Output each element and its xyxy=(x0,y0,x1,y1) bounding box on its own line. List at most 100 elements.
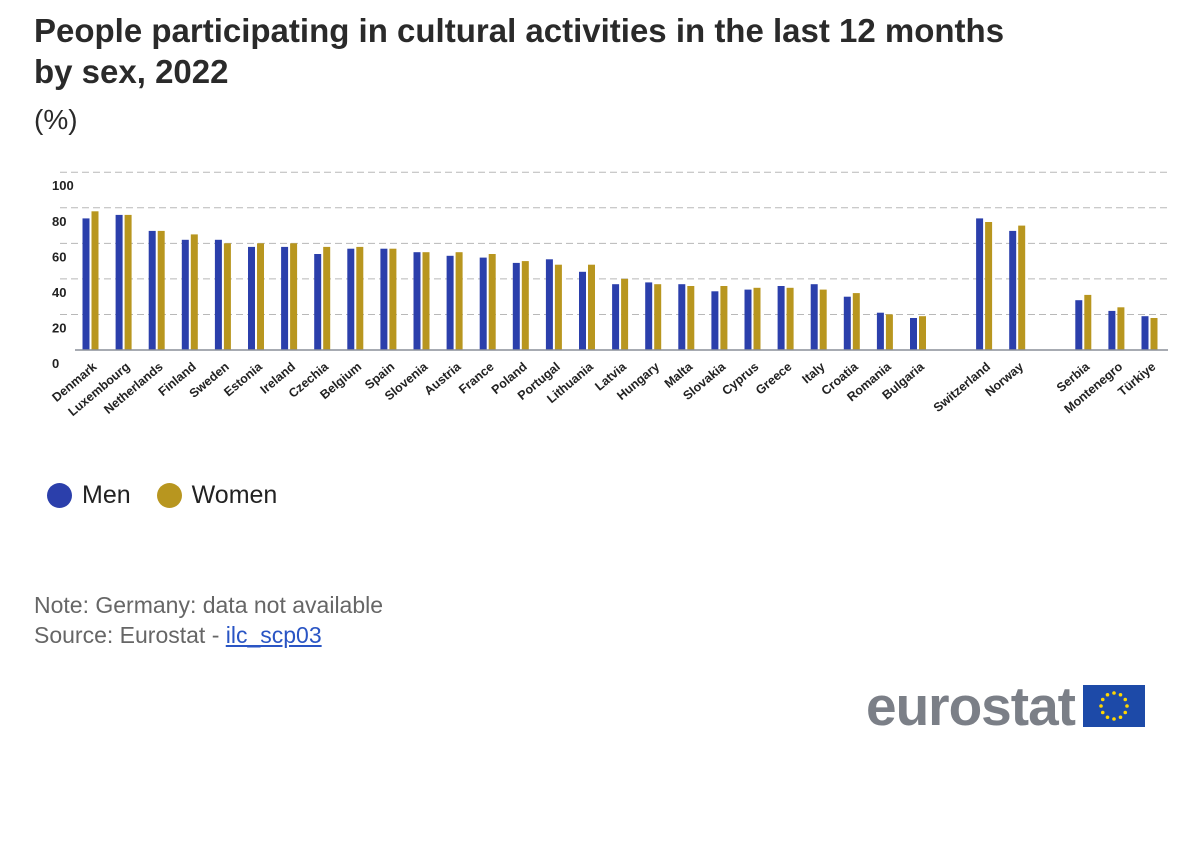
bar-men xyxy=(148,230,156,350)
bar-men xyxy=(446,255,454,350)
bar-men xyxy=(512,262,520,350)
bar-men xyxy=(1075,300,1083,350)
bar-women xyxy=(488,254,496,350)
bar-men xyxy=(214,239,222,350)
eu-star-icon xyxy=(1112,717,1116,721)
x-tick-label: Cyprus xyxy=(719,360,761,398)
bar-women xyxy=(985,222,993,350)
bar-men xyxy=(479,257,487,350)
bar-women xyxy=(1084,294,1092,350)
y-axis-ticks: 0 20 40 60 80 100 xyxy=(52,178,74,371)
bar-men xyxy=(843,296,851,350)
source-dataset-link[interactable]: ilc_scp03 xyxy=(225,622,322,648)
bar-men xyxy=(645,282,653,350)
y-tick-label: 40 xyxy=(52,285,66,300)
bar-women xyxy=(621,278,629,350)
bar-women xyxy=(852,293,860,350)
bar-women xyxy=(753,287,761,350)
bar-women xyxy=(1150,318,1158,350)
legend-label-men: Men xyxy=(82,481,131,509)
eu-flag-icon xyxy=(1083,685,1145,727)
bar-men xyxy=(347,248,355,350)
eu-star-icon xyxy=(1118,715,1123,720)
bar-women xyxy=(257,243,264,350)
unit-label: (%) xyxy=(34,104,78,135)
bar-women xyxy=(554,264,562,350)
bar-women xyxy=(521,261,529,350)
bar-chart: 0 20 40 60 80 100 DenmarkLuxembourgNetherland… xyxy=(49,171,1168,419)
x-tick-label: France xyxy=(456,360,496,397)
bar-men xyxy=(678,284,686,350)
bar-women xyxy=(588,264,595,350)
bar-women xyxy=(91,211,99,350)
bar-women xyxy=(356,246,364,350)
bar-men xyxy=(115,214,123,350)
eu-star-icon xyxy=(1100,697,1105,702)
x-tick-label: Austria xyxy=(422,359,465,398)
bar-men xyxy=(181,239,189,350)
x-tick-label: Türkiye xyxy=(1115,360,1158,399)
bar-women xyxy=(919,316,926,350)
bar-men xyxy=(314,254,322,350)
bar-men xyxy=(1009,230,1017,350)
x-tick-label: Greece xyxy=(753,360,795,398)
legend-item-women: Women xyxy=(156,481,278,510)
eurostat-wordmark: eurostat xyxy=(866,675,1076,737)
x-tick-label: Norway xyxy=(983,360,1027,400)
bar-women xyxy=(290,243,298,350)
legend-swatch-men xyxy=(47,483,72,508)
x-tick-label: Estonia xyxy=(221,359,265,399)
y-tick-label: 20 xyxy=(52,320,66,335)
bar-men xyxy=(545,259,553,350)
bar-women xyxy=(223,243,231,350)
legend-swatch-women xyxy=(156,483,182,508)
chart-title: People participating in cultural activit… xyxy=(34,12,1005,90)
eu-star-icon xyxy=(1100,710,1105,715)
eu-star-icon xyxy=(1105,715,1110,720)
bar-men xyxy=(744,289,752,350)
bar-women xyxy=(422,252,430,350)
bar-women xyxy=(323,246,331,350)
bar-women xyxy=(1117,307,1125,350)
bar-men xyxy=(976,218,984,350)
bar-men xyxy=(910,318,917,350)
bar-women xyxy=(654,284,662,350)
source-line: Source: Eurostat - ilc_scp03 xyxy=(34,622,322,649)
eu-star-icon xyxy=(1125,704,1129,708)
legend-item-men: Men xyxy=(47,481,131,510)
bars xyxy=(82,211,1158,350)
bar-men xyxy=(281,246,289,350)
x-axis-labels: DenmarkLuxembourgNetherlandsFinlandSwede… xyxy=(49,359,1158,419)
source-prefix: Source: Eurostat - xyxy=(34,622,226,648)
bar-women xyxy=(1018,225,1026,350)
bar-men xyxy=(380,248,388,350)
eu-star-icon xyxy=(1123,710,1128,715)
eu-star-icon xyxy=(1123,697,1128,702)
bar-women xyxy=(687,286,695,350)
bar-men xyxy=(876,312,884,350)
bar-men xyxy=(579,271,586,350)
bar-men xyxy=(810,284,818,350)
legend: Men Women xyxy=(47,481,303,510)
bar-men xyxy=(711,291,719,350)
bar-men xyxy=(413,252,421,350)
y-tick-label: 60 xyxy=(52,249,66,264)
bar-men xyxy=(1108,310,1116,350)
bar-women xyxy=(885,314,893,350)
bar-men xyxy=(1141,316,1149,350)
bar-women xyxy=(157,230,165,350)
eu-star-icon xyxy=(1112,691,1116,695)
eu-star-icon xyxy=(1105,692,1110,697)
y-tick-label: 100 xyxy=(52,178,74,193)
bar-women xyxy=(720,286,728,350)
bar-women xyxy=(124,214,132,350)
eurostat-logo: eurostat xyxy=(866,676,1145,736)
bar-women xyxy=(819,289,827,350)
bar-women xyxy=(786,287,794,350)
bar-men xyxy=(248,246,255,350)
bar-men xyxy=(82,218,90,350)
y-tick-label: 80 xyxy=(52,214,66,229)
legend-label-women: Women xyxy=(191,481,278,509)
eu-star-icon xyxy=(1118,692,1123,697)
bar-men xyxy=(612,284,620,350)
